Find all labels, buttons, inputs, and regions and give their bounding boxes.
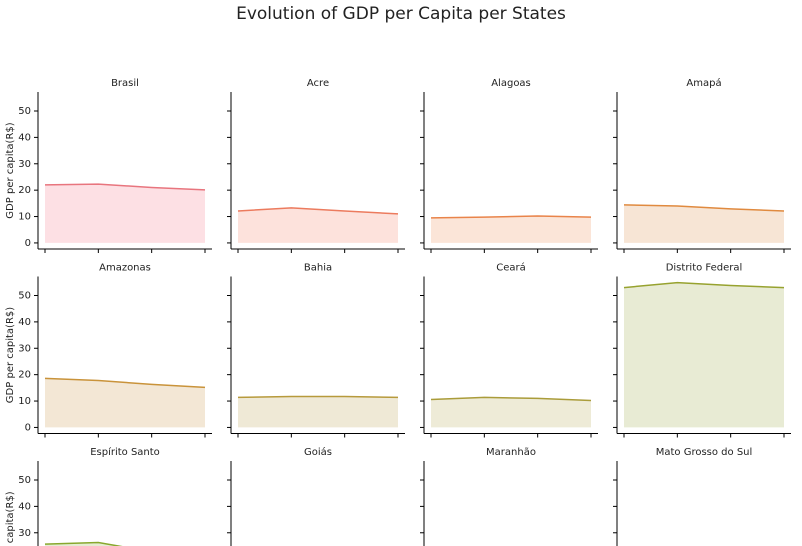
facet-title: Amapá (686, 77, 721, 89)
y-axis-label: GDP per capita(R$) (5, 491, 16, 546)
y-tick-label: 40 (18, 132, 31, 143)
y-tick-label: 10 (18, 396, 31, 407)
facet-title: Goiás (304, 446, 332, 458)
area-fill (238, 207, 398, 243)
area-fill (45, 378, 205, 428)
area-fill (624, 282, 784, 428)
y-tick-label: 30 (18, 528, 31, 539)
facet-title: Brasil (111, 78, 139, 89)
y-axis-label: GDP per capita(R$) (5, 122, 16, 218)
area-line (430, 215, 592, 219)
facet-title: Maranhão (486, 447, 536, 458)
facet-title: Bahia (304, 263, 332, 274)
y-tick-label: 50 (18, 106, 31, 117)
facet-title: Espírito Santo (90, 446, 160, 458)
area-line (44, 541, 123, 546)
area-line (430, 396, 592, 402)
area-line (237, 395, 399, 399)
facet-title: Amazonas (99, 263, 151, 274)
area-fill (238, 396, 398, 428)
y-tick-label: 40 (18, 317, 31, 328)
area-line (623, 281, 785, 289)
y-tick-label: 10 (18, 212, 31, 223)
area-fill (431, 397, 591, 428)
y-tick-label: 20 (18, 185, 31, 196)
y-tick-label: 0 (25, 422, 31, 433)
y-tick-label: 50 (18, 290, 31, 301)
area-fill (431, 216, 591, 243)
y-tick-label: 30 (18, 159, 31, 170)
facet-title: Mato Grosso do Sul (656, 447, 753, 458)
y-tick-label: 30 (18, 343, 31, 354)
area-line (44, 183, 206, 191)
chart-title: Evolution of GDP per Capita per States (236, 4, 566, 24)
y-tick-label: 0 (25, 238, 31, 249)
facet-title: Distrito Federal (666, 263, 743, 274)
facet-title: Alagoas (491, 78, 531, 89)
y-tick-label: 20 (18, 370, 31, 381)
y-axis-label: GDP per capita(R$) (5, 307, 16, 403)
area-fill (45, 184, 205, 243)
area-fill (624, 204, 784, 243)
facet-title: Ceará (496, 262, 526, 274)
y-tick-label: 40 (18, 501, 31, 512)
area-line (44, 377, 206, 389)
area-line (623, 204, 785, 212)
area-line (237, 207, 399, 215)
y-tick-label: 50 (18, 475, 31, 486)
facet-title: Acre (307, 78, 329, 89)
